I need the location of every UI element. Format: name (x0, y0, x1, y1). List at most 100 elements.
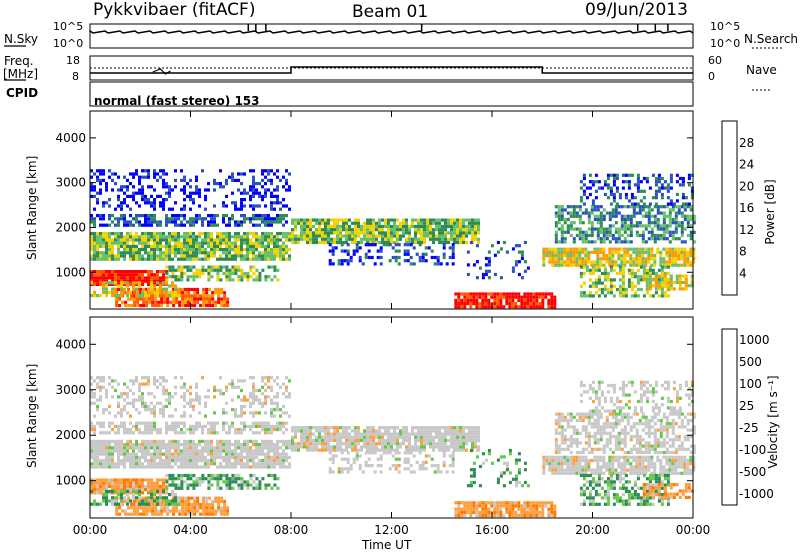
velocity-echo-cell (220, 499, 224, 503)
power-echo-cell (376, 255, 380, 260)
velocity-echo-cell (333, 435, 336, 439)
velocity-echo-cell (240, 446, 243, 450)
power-echo-cell (123, 241, 126, 245)
velocity-echo-cell (216, 421, 219, 425)
velocity-echo-cell (120, 452, 123, 456)
velocity-echo-cell (348, 426, 351, 430)
power-echo-cell (153, 235, 156, 239)
velocity-echo-cell (312, 438, 315, 443)
velocity-echo-cell (114, 502, 117, 506)
power-echo-cell (273, 194, 276, 198)
power-echo-cell (207, 254, 210, 258)
velocity-echo-cell (339, 426, 342, 430)
power-echo-cell (252, 191, 255, 195)
velocity-echo-cell (123, 478, 126, 482)
velocity-echo-cell (93, 478, 96, 482)
velocity-echo-cell (177, 431, 180, 435)
power-echo-cell (575, 227, 579, 231)
power-echo-cell (141, 185, 144, 189)
velocity-echo-cell (138, 385, 141, 389)
power-echo-cell (171, 265, 175, 269)
power-echo-cell (276, 169, 279, 173)
power-echo-cell (123, 175, 126, 179)
power-echo-cell (569, 257, 573, 261)
power-echo-cell (117, 248, 120, 252)
velocity-echo-cell (120, 502, 123, 506)
power-echo-cell (226, 303, 230, 308)
power-echo-cell (391, 246, 395, 250)
power-echo-cell (644, 247, 648, 251)
power-echo-cell (499, 276, 503, 280)
power-echo-cell (617, 254, 621, 258)
power-echo-cell (472, 302, 476, 306)
power-echo-cell (219, 265, 223, 269)
power-echo-cell (659, 211, 663, 215)
velocity-echo-cell (252, 486, 256, 490)
velocity-echo-cell (96, 491, 99, 495)
velocity-echo-cell (153, 404, 156, 409)
power-echo-cell (487, 256, 491, 261)
power-echo-cell (620, 217, 624, 222)
velocity-echo-cell (138, 428, 141, 432)
power-echo-cell (186, 278, 190, 282)
velocity-echo-cell (255, 465, 258, 469)
power-echo-cell (532, 295, 536, 299)
velocity-echo-cell (135, 484, 138, 488)
velocity-echo-cell (171, 446, 174, 450)
power-echo-cell (621, 186, 625, 190)
velocity-echo-cell (348, 438, 351, 443)
velocity-echo-cell (192, 455, 195, 459)
power-echo-cell (282, 257, 285, 261)
power-echo-cell (611, 257, 615, 261)
power-echo-cell (517, 298, 521, 302)
power-echo-cell (599, 214, 603, 218)
power-echo-cell (276, 238, 279, 242)
power-echo-cell (675, 280, 679, 285)
power-echo-cell (150, 223, 153, 227)
velocity-echo-cell (132, 424, 135, 428)
velocity-echo-cell (105, 395, 108, 399)
power-echo-cell (177, 275, 181, 279)
power-echo-cell (599, 205, 603, 209)
power-echo-cell (462, 224, 465, 229)
power-echo-cell (396, 237, 399, 241)
power-echo-cell (493, 253, 497, 257)
power-echo-cell (345, 240, 348, 245)
velocity-echo-cell (178, 512, 182, 516)
velocity-echo-cell (180, 414, 183, 418)
velocity-echo-cell (243, 379, 246, 383)
power-echo-cell (303, 231, 306, 235)
velocity-echo-cell (138, 382, 141, 386)
power-echo-cell (659, 263, 663, 267)
power-echo-cell (614, 250, 618, 254)
power-echo-cell (648, 284, 652, 288)
power-echo-cell (222, 265, 226, 269)
power-echo-cell (438, 231, 441, 235)
velocity-echo-cell (210, 428, 213, 432)
velocity-echo-cell (220, 506, 224, 510)
power-echo-cell (135, 294, 138, 298)
power-echo-cell (141, 198, 144, 202)
velocity-echo-cell (141, 455, 144, 459)
velocity-echo-cell (129, 431, 132, 435)
power-echo-cell (348, 237, 351, 241)
power-echo-cell (174, 290, 177, 294)
power-echo-cell (411, 237, 414, 241)
power-echo-cell (180, 251, 183, 255)
velocity-echo-cell (156, 401, 159, 405)
power-echo-cell (171, 238, 174, 242)
velocity-echo-cell (135, 428, 138, 432)
power-echo-cell (626, 217, 630, 222)
power-echo-cell (596, 257, 600, 261)
velocity-echo-cell (141, 382, 144, 386)
power-echo-cell (159, 232, 162, 236)
power-echo-cell (117, 284, 120, 288)
power-echo-cell (609, 189, 613, 193)
velocity-echo-cell (297, 448, 300, 452)
velocity-echo-cell (111, 379, 114, 383)
velocity-echo-cell (147, 428, 150, 432)
power-echo-cell (195, 271, 199, 276)
power-echo-cell (228, 268, 232, 272)
power-echo-cell (267, 241, 270, 245)
power-echo-cell (606, 173, 610, 177)
